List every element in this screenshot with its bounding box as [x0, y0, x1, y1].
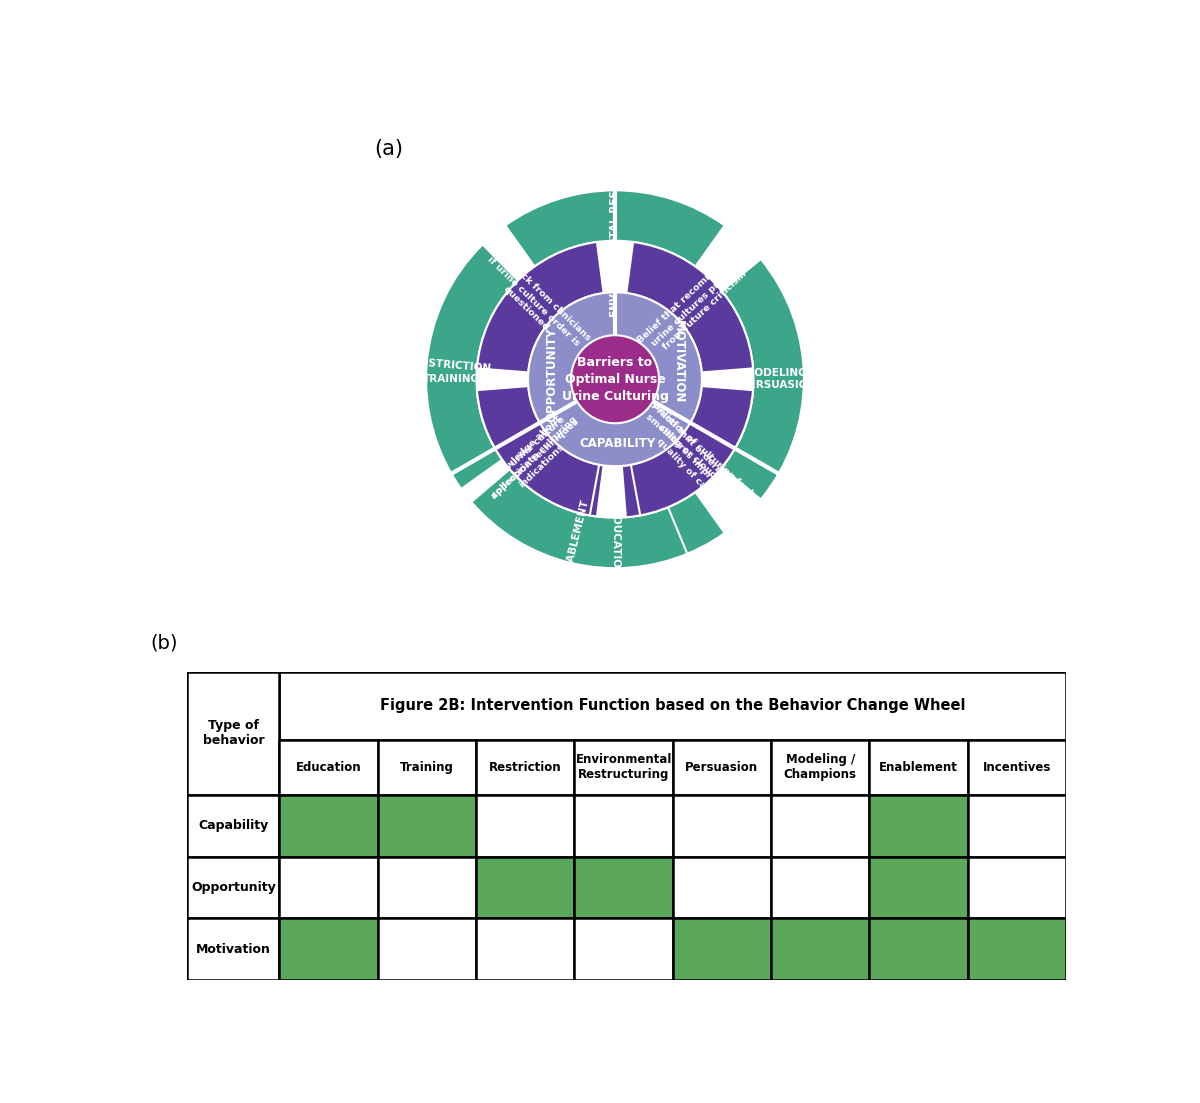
Bar [772, 919, 870, 981]
Text: ENVIRONMENTAL RESTRUCTURING: ENVIRONMENTAL RESTRUCTURING [610, 114, 620, 318]
Text: Incentives: Incentives [983, 761, 1051, 774]
Bar [280, 919, 378, 981]
Bar [575, 795, 673, 857]
Bar [575, 739, 673, 795]
Wedge shape [476, 242, 604, 373]
Bar [476, 919, 575, 981]
Text: Enablement: Enablement [880, 761, 958, 774]
Text: (b): (b) [150, 633, 178, 652]
Wedge shape [426, 245, 518, 489]
Circle shape [571, 335, 659, 424]
Text: Training: Training [400, 761, 454, 774]
Text: Barriers to
Optimal Nurse
Urine Culturing: Barriers to Optimal Nurse Urine Culturin… [562, 356, 668, 403]
Bar [378, 795, 476, 857]
Text: Restriction: Restriction [488, 761, 562, 774]
Bar [673, 857, 772, 919]
Text: Environmental
Restructuring: Environmental Restructuring [576, 753, 672, 781]
Wedge shape [631, 386, 754, 515]
Text: Practice of culturing foul-
smelling or cloudy urine: Practice of culturing foul- smelling or … [641, 401, 756, 508]
Wedge shape [622, 390, 752, 517]
Text: (a): (a) [374, 139, 403, 159]
Text: Modeling /
Champions: Modeling / Champions [784, 753, 857, 781]
Wedge shape [626, 242, 754, 373]
Text: Pushback from clinicians
if urine culture order is
questioned: Pushback from clinicians if urine cultur… [475, 244, 593, 358]
Bar [476, 739, 575, 795]
Text: Knowledge about
appropriate culturing
indications: Knowledge about appropriate culturing in… [481, 406, 586, 508]
Wedge shape [426, 269, 503, 489]
Bar [673, 739, 772, 795]
Bar [575, 857, 673, 919]
Wedge shape [472, 469, 688, 568]
Bar [772, 739, 870, 795]
Text: Capability: Capability [198, 820, 269, 833]
Bar [772, 857, 870, 919]
Text: ENABLEMENT: ENABLEMENT [560, 499, 590, 578]
Wedge shape [722, 259, 804, 500]
Text: Opportunity: Opportunity [191, 881, 276, 895]
Bar [575, 919, 673, 981]
Bar [870, 795, 967, 857]
Bar [673, 795, 772, 857]
Text: TRAINING: TRAINING [422, 374, 480, 384]
Text: Persuasion: Persuasion [685, 761, 758, 774]
Circle shape [528, 292, 702, 467]
Bar [476, 857, 575, 919]
Wedge shape [505, 191, 725, 267]
Bar [870, 857, 967, 919]
Text: Belief that ordering urine
cultures improves
quality of care: Belief that ordering urine cultures impr… [635, 400, 752, 521]
Text: Poor urine culture
collection techniques: Poor urine culture collection techniques [482, 409, 581, 501]
Bar [967, 857, 1066, 919]
Text: Education: Education [296, 761, 361, 774]
Bar [967, 739, 1066, 795]
Wedge shape [505, 492, 725, 568]
Text: MOTIVATION: MOTIVATION [672, 320, 685, 404]
Text: MODELING /
PERSUASION: MODELING / PERSUASION [742, 368, 816, 390]
Bar [280, 739, 378, 795]
Text: CAPABILITY: CAPABILITY [580, 437, 655, 450]
Bar [187, 795, 280, 857]
Text: Figure 2B: Intervention Function based on the Behavior Change Wheel: Figure 2B: Intervention Function based o… [380, 698, 966, 714]
Text: Motivation: Motivation [196, 943, 271, 955]
Bar [870, 919, 967, 981]
Wedge shape [476, 386, 604, 516]
Bar [476, 795, 575, 857]
Text: Belief that recommending
urine cultures protects
from future criticism: Belief that recommending urine cultures … [636, 244, 758, 361]
Bar [280, 857, 378, 919]
Bar [967, 795, 1066, 857]
Bar [378, 739, 476, 795]
Bar [378, 919, 476, 981]
Bar [187, 919, 280, 981]
Bar [187, 857, 280, 919]
Text: EDUCATION: EDUCATION [610, 510, 620, 577]
Bar [187, 672, 280, 795]
Bar [280, 795, 378, 857]
Text: OPPORTUNITY: OPPORTUNITY [545, 328, 558, 422]
Bar [280, 672, 1066, 739]
Text: Type of
behavior: Type of behavior [203, 719, 264, 748]
Bar [772, 795, 870, 857]
Wedge shape [476, 386, 599, 515]
Bar [378, 857, 476, 919]
Bar [870, 739, 967, 795]
Bar [673, 919, 772, 981]
Bar [967, 919, 1066, 981]
Text: RESTRICTION: RESTRICTION [413, 356, 491, 373]
